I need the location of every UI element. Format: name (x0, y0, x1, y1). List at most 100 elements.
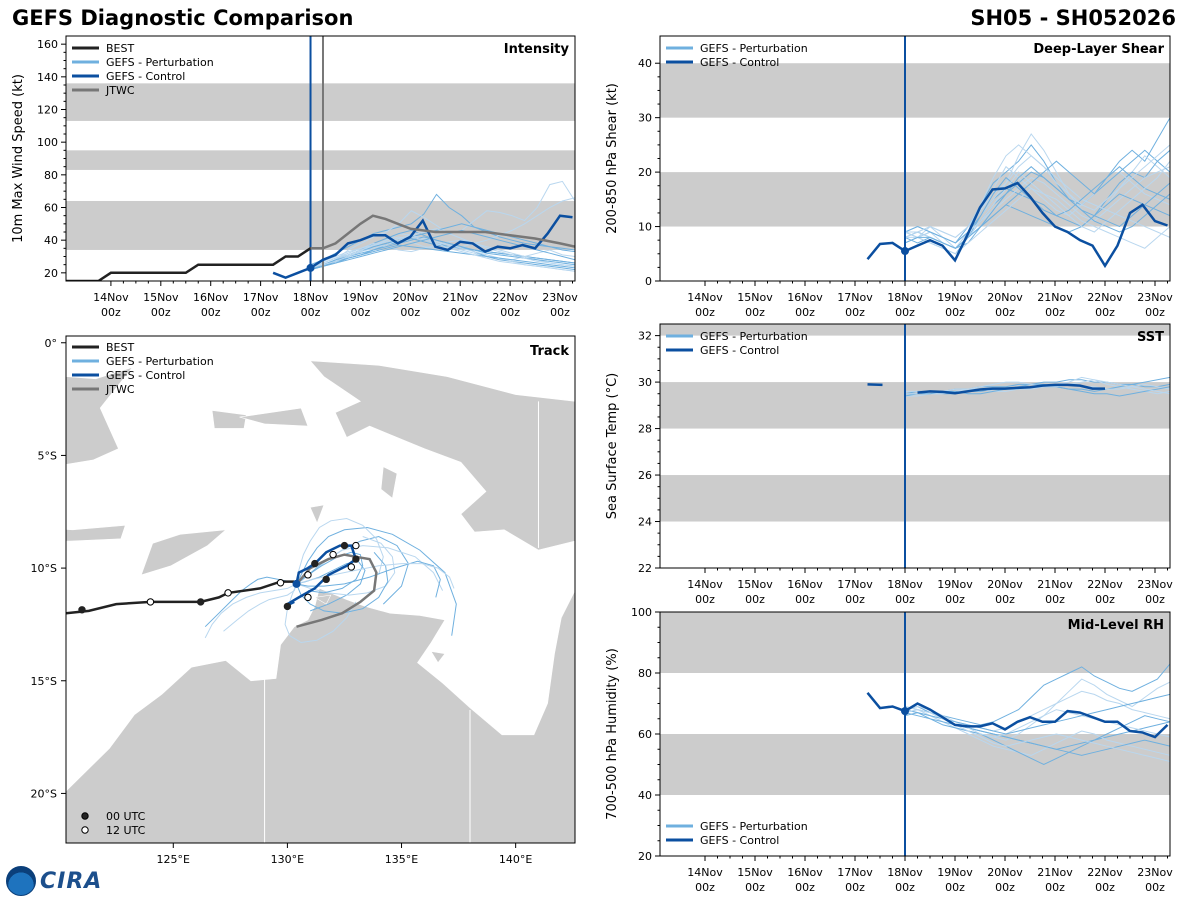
init-point (901, 707, 909, 716)
chart-shear: 0 10 20 30 40 14Nov 00z 15Nov 00z 16Nov 00z 17Nov 00… (605, 35, 1173, 319)
perturbation-line (310, 244, 575, 271)
control-marker (340, 541, 349, 550)
series-gefs-control (272, 214, 573, 280)
x-tick-label: 00z (995, 306, 1015, 319)
marker-legend-label: 00 UTC (106, 810, 146, 823)
x-tick-label: 00z (995, 593, 1015, 606)
x-tick-label: 00z (945, 593, 965, 606)
x-tick-label: 14Nov (687, 578, 723, 591)
x-tick-label: 23Nov (1137, 866, 1173, 879)
lon-tick-label: 125°E (157, 853, 190, 866)
legend-label: GEFS - Control (106, 369, 185, 382)
x-tick-label: 19Nov (937, 291, 973, 304)
perturbation-line (904, 712, 1170, 756)
control-marker (304, 593, 312, 602)
x-tick-label: 00z (945, 306, 965, 319)
perturbation-line (904, 133, 1170, 250)
band-2 (66, 83, 575, 121)
y-tick-label: 40 (638, 789, 652, 802)
x-tick-label: 22Nov (492, 291, 528, 304)
x-tick-label: 00z (845, 306, 865, 319)
x-tick-label: 22Nov (1087, 291, 1123, 304)
x-tick-label: 00z (695, 306, 715, 319)
series-gefs-control (867, 383, 883, 387)
x-tick-label: 22Nov (1087, 578, 1123, 591)
perturbation-track (296, 563, 455, 589)
plot-area (660, 612, 1170, 856)
perturbation-track (296, 517, 384, 584)
control-marker (304, 571, 312, 579)
y-axis-label: 200-850 hPa Shear (kt) (605, 83, 620, 234)
y-tick-label: 0 (645, 275, 652, 288)
x-tick-label: 18Nov (887, 866, 923, 879)
x-tick-label: 00z (995, 881, 1015, 894)
seram-island (239, 407, 309, 427)
x-tick-label: 15Nov (737, 291, 773, 304)
legend-label: GEFS - Perturbation (700, 42, 808, 55)
series-best (66, 247, 323, 281)
band-0 (660, 172, 1170, 227)
lat-tick-label: 0° (45, 337, 58, 350)
x-tick-label: 00z (845, 593, 865, 606)
x-tick-label: 14Nov (93, 291, 129, 304)
cira-logo: CIRA (6, 866, 102, 896)
x-tick-label: 18Nov (293, 291, 329, 304)
x-tick-label: 20Nov (987, 866, 1023, 879)
perturbation-track (296, 536, 396, 596)
x-tick-label: 15Nov (737, 578, 773, 591)
x-tick-label: 14Nov (687, 291, 723, 304)
x-tick-label: 00z (251, 306, 271, 319)
x-tick-label: 21Nov (1037, 578, 1073, 591)
y-tick-label: 100 (631, 606, 652, 619)
groote-island (430, 651, 446, 664)
y-tick-label: 20 (638, 166, 652, 179)
map-frame (65, 335, 576, 844)
legend-label: GEFS - Control (700, 834, 779, 847)
y-axis-label: 10m Max Wind Speed (kt) (11, 74, 26, 243)
x-tick-label: 18Nov (887, 291, 923, 304)
lat-tick-label: 20°S (31, 787, 57, 800)
x-tick-label: 16Nov (787, 291, 823, 304)
x-tick-label: 00z (845, 881, 865, 894)
legend-label: GEFS - Control (106, 70, 185, 83)
x-tick-label: 16Nov (787, 866, 823, 879)
control-marker (311, 559, 319, 568)
panel-title: Intensity (504, 42, 570, 57)
lat-tick-label: 5°S (38, 449, 57, 462)
lon-tick-label: 140°E (499, 853, 532, 866)
x-tick-label: 00z (1095, 593, 1115, 606)
perturbation-line (904, 663, 1170, 726)
x-tick-label: 00z (201, 306, 221, 319)
plot-area (660, 36, 1170, 281)
control-marker (329, 550, 337, 559)
x-tick-label: 22Nov (1087, 866, 1123, 879)
plot-frame (659, 323, 1171, 569)
x-tick-label: 15Nov (143, 291, 179, 304)
x-tick-label: 21Nov (1037, 866, 1073, 879)
legend-label: GEFS - Control (700, 56, 779, 69)
x-tick-label: 16Nov (787, 578, 823, 591)
x-tick-label: 00z (945, 881, 965, 894)
control-marker (352, 555, 360, 563)
x-tick-label: 00z (795, 306, 815, 319)
y-tick-label: 26 (638, 469, 652, 482)
best-marker (224, 589, 232, 597)
band-0 (660, 475, 1170, 522)
x-tick-label: 20Nov (987, 291, 1023, 304)
legend-label: GEFS - Perturbation (700, 330, 808, 343)
x-tick-label: 00z (1045, 593, 1065, 606)
plot-area (660, 324, 1170, 568)
x-tick-label: 17Nov (837, 866, 873, 879)
perturbation-line (310, 236, 575, 272)
storm-id: SH05 - SH052026 (970, 6, 1176, 30)
control-marker (347, 563, 356, 571)
marker-legend-swatch (81, 826, 89, 834)
lon-tick-label: 130°E (271, 853, 304, 866)
x-tick-label: 00z (1145, 881, 1165, 894)
x-tick-label: 19Nov (937, 866, 973, 879)
y-tick-label: 40 (638, 57, 652, 70)
legend-label: GEFS - Perturbation (700, 820, 808, 833)
chart-intensity: 20 40 60 80 100 120 140 160 14Nov 00z 15Nov 00z 16No… (11, 35, 578, 319)
x-tick-label: 00z (1095, 306, 1115, 319)
